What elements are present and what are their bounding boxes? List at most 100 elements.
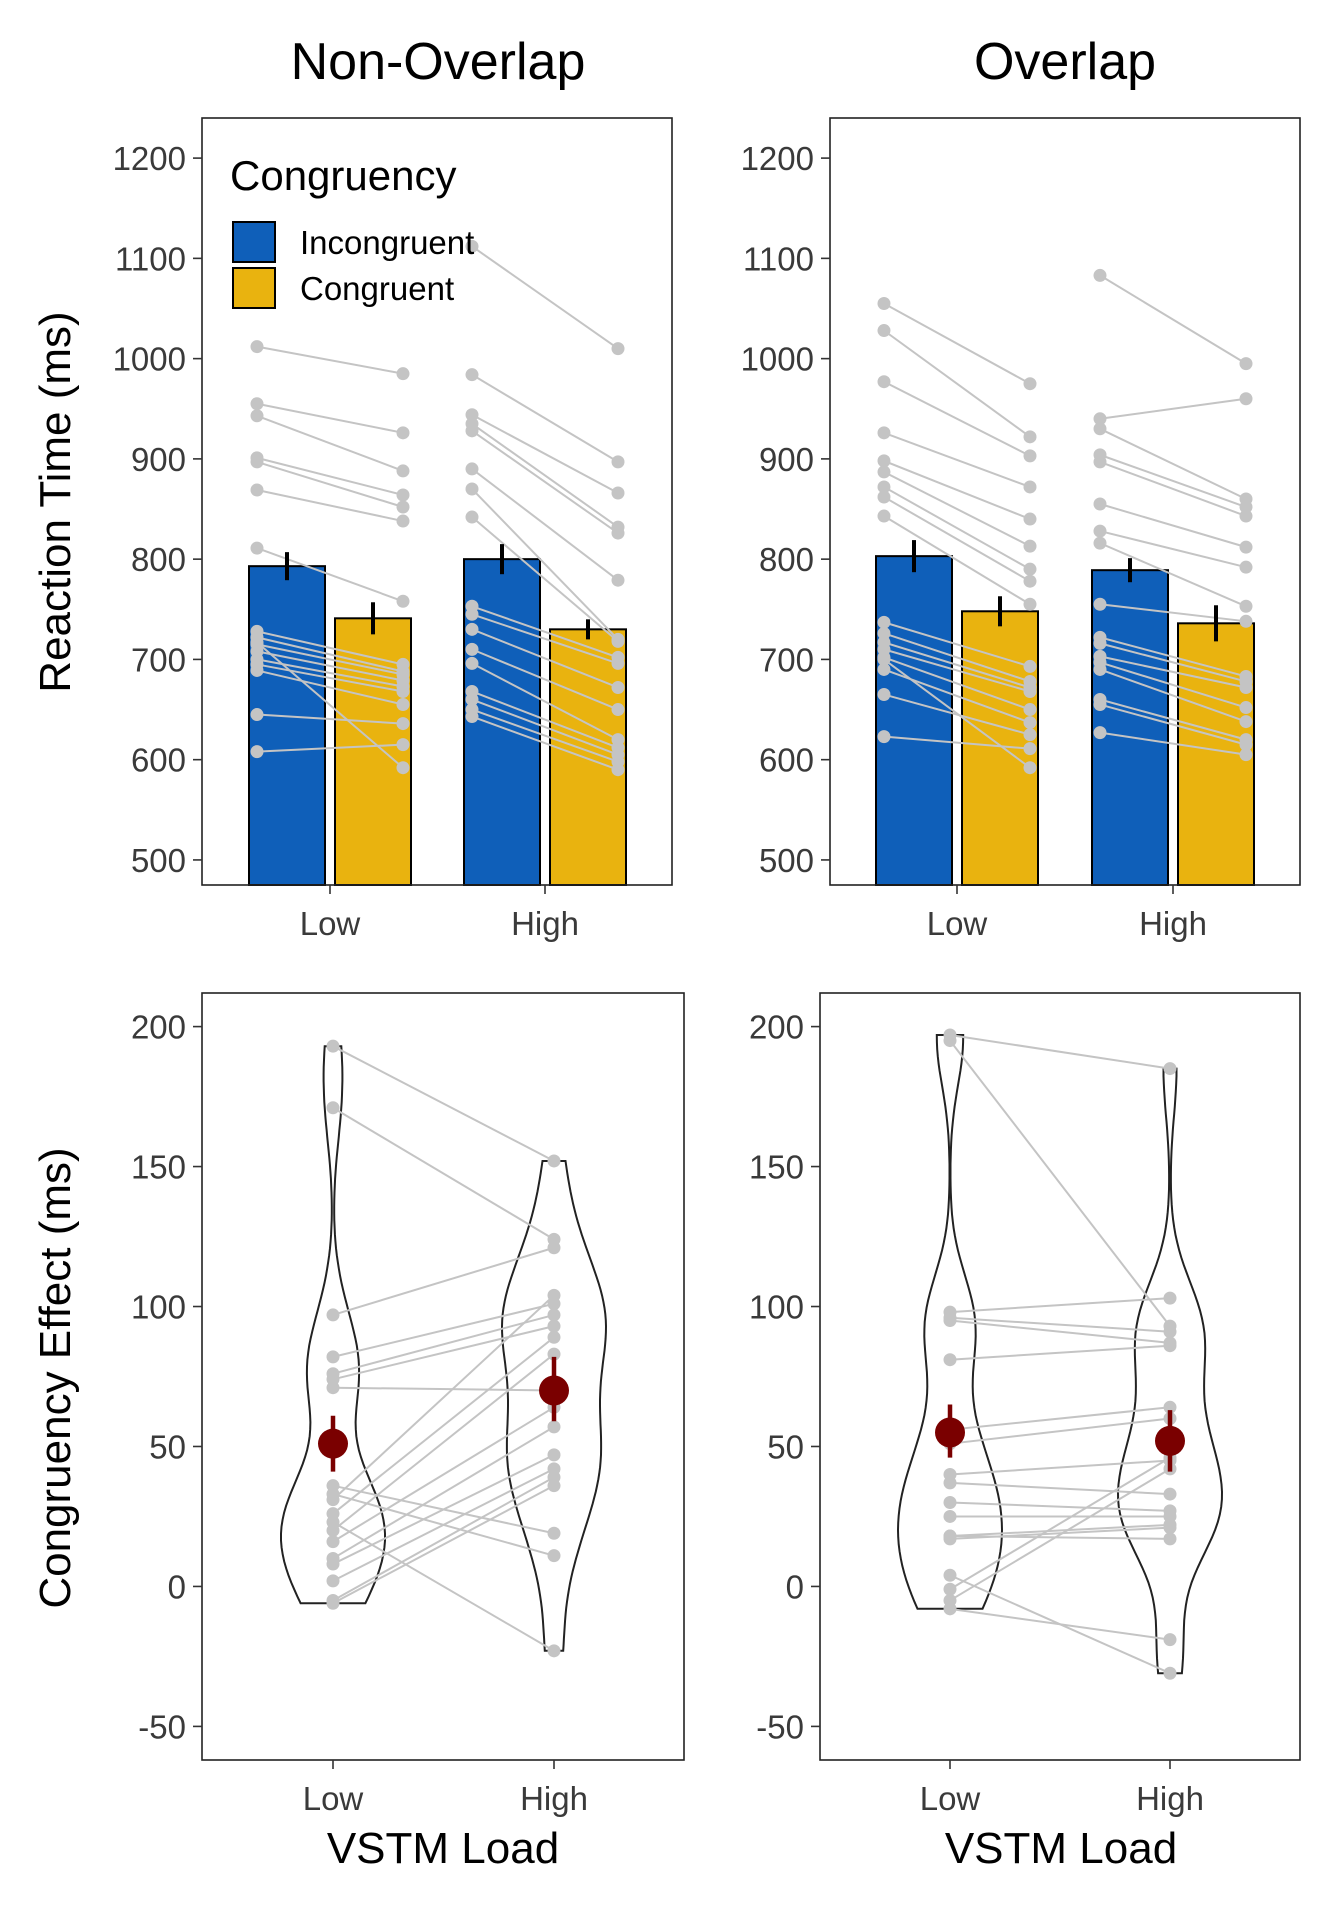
subject-point (877, 426, 891, 440)
x-tick-label: High (1136, 1780, 1204, 1817)
y-tick-label: 700 (131, 641, 186, 678)
axes-non-overlap-effect: -50 0 50 100 150 200 Low High (131, 992, 685, 1817)
subject-point (396, 738, 410, 752)
subject-line (332, 1294, 555, 1501)
subject-line (949, 1523, 1171, 1538)
subject-point (611, 526, 625, 540)
subject-line (332, 1045, 555, 1162)
subject-point (396, 698, 410, 712)
subject-line (1099, 731, 1247, 756)
subject-line (949, 1417, 1171, 1445)
subject-point (877, 480, 891, 494)
subject-point (943, 1568, 957, 1582)
y-tick-label: 600 (131, 742, 186, 779)
subject-point (250, 483, 264, 497)
subject-line (256, 488, 404, 523)
subject-point (1163, 1633, 1177, 1647)
violin-outline (896, 1034, 1004, 1610)
subject-line (256, 456, 404, 496)
subject-point (1239, 748, 1253, 762)
subject-line (949, 1034, 1171, 1070)
subject-point (396, 464, 410, 478)
subject-line (883, 496, 1031, 583)
subject-point (877, 509, 891, 523)
subject-point (1163, 1666, 1177, 1680)
subject-point (1023, 716, 1037, 730)
y-tick-label: 100 (749, 1289, 804, 1326)
subject-line (1099, 503, 1247, 549)
x-tick-label: High (520, 1780, 588, 1817)
subject-line (256, 713, 404, 725)
subject-line (471, 648, 619, 711)
subject-point (465, 710, 479, 724)
subject-point (396, 684, 410, 698)
subject-point (326, 1557, 340, 1571)
subject-point (1163, 1521, 1177, 1535)
subject-line (332, 1476, 555, 1602)
subject-point (250, 541, 264, 555)
subject-line (1099, 668, 1247, 723)
subject-point (1163, 1062, 1177, 1076)
subject-line (256, 547, 404, 603)
subject-line (949, 1406, 1171, 1431)
subject-point (877, 454, 891, 468)
violin-outline (500, 1160, 608, 1652)
subject-line (256, 669, 404, 706)
panel-frame-non-overlap-effect (201, 992, 685, 1761)
subject-point (1093, 698, 1107, 712)
mean-point (935, 1417, 965, 1448)
subject-point (1163, 1532, 1177, 1546)
subject-point (943, 1602, 957, 1616)
subject-line (1099, 603, 1247, 623)
subject-point (465, 408, 479, 422)
subject-point (1239, 540, 1253, 554)
subject-line (949, 1039, 1171, 1327)
subject-point (396, 500, 410, 514)
subject-point (611, 680, 625, 694)
subject-point (547, 1644, 561, 1658)
bar-panel-overlap-rt (875, 268, 1255, 886)
subject-point (1023, 562, 1037, 576)
subject-point (250, 708, 264, 722)
subject-point (1093, 536, 1107, 550)
subject-line (471, 715, 619, 771)
subject-point (1239, 560, 1253, 574)
subject-point (250, 663, 264, 677)
subject-point (1163, 1339, 1177, 1353)
subject-point (611, 634, 625, 648)
subject-point (547, 1347, 561, 1361)
y-tick-label: 900 (759, 441, 814, 478)
subject-point (943, 1353, 957, 1367)
subject-point (877, 652, 891, 666)
subject-line (883, 515, 1031, 606)
subject-point (465, 482, 479, 496)
subject-point (250, 635, 264, 649)
subject-point (326, 1350, 340, 1364)
mean-point (318, 1428, 348, 1459)
subject-point (877, 465, 891, 479)
subject-line (949, 1319, 1171, 1344)
subject-point (1093, 662, 1107, 676)
subject-point (396, 594, 410, 608)
subject-point (1023, 430, 1037, 444)
subject-line (471, 662, 619, 741)
x-tick-label: High (1139, 905, 1207, 942)
panel-title-overlap: Overlap (974, 33, 1156, 91)
subject-line (883, 486, 1031, 571)
subject-point (1023, 539, 1037, 553)
subject-point (1023, 574, 1037, 588)
y-tick-label: 1200 (741, 140, 814, 177)
subject-point (611, 703, 625, 717)
subject-line (949, 1456, 1171, 1591)
subject-line (332, 1106, 555, 1241)
subject-point (326, 1039, 340, 1053)
subject-point (1093, 597, 1107, 611)
legend-label-incongruent: Incongruent (300, 224, 474, 261)
subject-point (611, 573, 625, 587)
subject-point (465, 693, 479, 707)
subject-point (465, 424, 479, 438)
subject-line (332, 1302, 555, 1358)
subject-line (256, 650, 404, 682)
subject-point (465, 642, 479, 656)
subject-point (547, 1479, 561, 1493)
